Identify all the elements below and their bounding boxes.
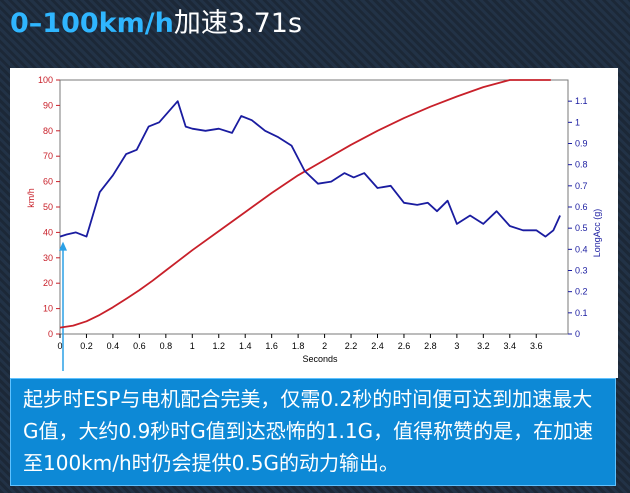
y-right-tick-label: 0.7 [575, 181, 588, 191]
plot-frame [59, 79, 569, 335]
speed-series-line [59, 79, 551, 329]
x-tick-label: 1.8 [292, 341, 305, 351]
y-left-tick-label: 90 [43, 100, 53, 110]
x-axis-label: Seconds [302, 354, 338, 364]
caption-box: 起步时ESP与电机配合完美，仅需0.2秒的时间便可达到加速最大G值，大约0.9秒… [10, 378, 616, 486]
y-right-tick-label: 1.1 [575, 96, 588, 106]
y-left-tick-label: 70 [43, 151, 53, 161]
y-left-tick-label: 60 [43, 177, 53, 187]
caption-text: 起步时ESP与电机配合完美，仅需0.2秒的时间便可达到加速最大G值，大约0.9秒… [23, 387, 594, 475]
x-tick-label: 0.4 [107, 341, 120, 351]
acceleration-chart: 010203040506070809010000.10.20.30.40.50.… [26, 75, 602, 371]
x-tick-label: 2.6 [398, 341, 411, 351]
y-left-tick-label: 40 [43, 227, 53, 237]
y-left-tick-label: 30 [43, 253, 53, 263]
x-tick-label: 2.2 [345, 341, 358, 351]
x-tick-label: 0.8 [160, 341, 173, 351]
x-tick-label: 2 [322, 341, 327, 351]
y-right-tick-label: 0 [575, 329, 580, 339]
y-right-tick-label: 0.8 [575, 160, 588, 170]
y-right-tick-label: 0.5 [575, 223, 588, 233]
y-left-tick-label: 20 [43, 278, 53, 288]
y-axis-right-label: LongAcc (g) [592, 209, 602, 258]
x-tick-label: 3.4 [504, 341, 517, 351]
y-right-tick-label: 1 [575, 117, 580, 127]
title-suffix: 加速3.71s [173, 8, 303, 39]
accel-series-line [59, 100, 561, 238]
x-tick-label: 2.4 [371, 341, 384, 351]
y-right-tick-label: 0.2 [575, 287, 588, 297]
x-tick-label: 3 [454, 341, 459, 351]
x-tick-label: 1.4 [239, 341, 252, 351]
y-left-tick-label: 0 [48, 329, 53, 339]
y-axis-left-label: km/h [26, 188, 36, 208]
y-left-tick-label: 50 [43, 202, 53, 212]
start-marker-arrow [59, 241, 67, 251]
y-right-tick-label: 0.9 [575, 139, 588, 149]
title-prefix: 0–100km/h [10, 8, 174, 39]
y-left-tick-label: 80 [43, 126, 53, 136]
page-title: 0–100km/h加速3.71s [0, 4, 302, 44]
x-tick-label: 3.6 [530, 341, 543, 351]
y-right-tick-label: 0.4 [575, 244, 588, 254]
y-right-tick-label: 0.6 [575, 202, 588, 212]
x-tick-label: 0.2 [80, 341, 93, 351]
y-left-tick-label: 10 [43, 304, 53, 314]
x-tick-label: 2.8 [424, 341, 437, 351]
y-left-tick-label: 100 [38, 75, 53, 85]
x-tick-label: 1 [190, 341, 195, 351]
x-tick-label: 0 [57, 341, 62, 351]
y-right-tick-label: 0.1 [575, 308, 588, 318]
x-tick-label: 3.2 [477, 341, 490, 351]
x-tick-label: 0.6 [133, 341, 146, 351]
x-tick-label: 1.2 [212, 341, 225, 351]
chart-panel: 0 10 20 30 40 50 60 70 80 90 100 0 0.1 0.2 0.3 0.4 0.5 0.… [10, 68, 618, 378]
y-right-tick-label: 0.3 [575, 266, 588, 276]
x-tick-label: 1.6 [265, 341, 278, 351]
